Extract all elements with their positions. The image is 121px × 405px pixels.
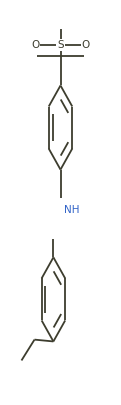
Text: NH: NH (64, 205, 79, 215)
Text: O: O (31, 40, 39, 50)
Text: O: O (82, 40, 90, 50)
Text: S: S (57, 40, 64, 50)
